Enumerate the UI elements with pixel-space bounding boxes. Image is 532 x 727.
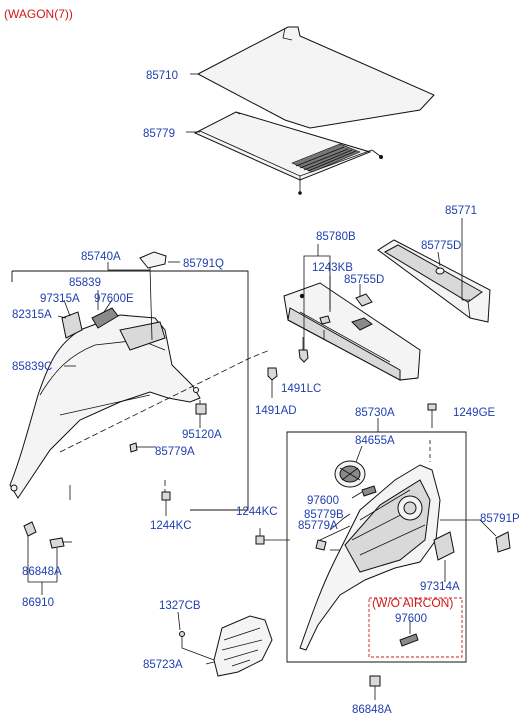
label-85779b: 85779B (304, 509, 344, 521)
label-86910: 86910 (22, 597, 54, 609)
label-85779a-left: 85779A (155, 446, 195, 458)
label-82315a: 82315A (12, 309, 52, 321)
clip-1491ad (267, 367, 278, 381)
cover-85791p (495, 531, 511, 553)
left-trim-box (11, 270, 249, 511)
label-85839c: 85839C (12, 361, 52, 373)
label-1244kc-left: 1244KC (150, 520, 192, 532)
label-85710: 85710 (146, 70, 178, 82)
leader-lines (57, 73, 497, 665)
label-1327cb: 1327CB (159, 600, 201, 612)
tail-trim (377, 239, 491, 323)
tonneau-cover (193, 111, 383, 195)
label-85791p: 85791P (480, 513, 520, 525)
grille-97600e (91, 307, 119, 329)
clip-86848a-bottom (369, 675, 381, 700)
without-aircon-box (368, 597, 463, 658)
label-1244kc-right: 1244KC (236, 506, 278, 518)
label-85791q: 85791Q (183, 258, 224, 270)
label-85755d: 85755D (344, 274, 384, 286)
label-85780b: 85780B (316, 231, 356, 243)
bolt-1249ge (427, 403, 437, 462)
bracket-97314a (433, 531, 455, 561)
label-85775d: 85775D (421, 240, 461, 252)
luggage-board (283, 282, 421, 381)
right-trim-box (286, 431, 467, 663)
label-85740a: 85740A (81, 251, 121, 263)
label-85779-top: 85779 (143, 128, 175, 140)
right-side-trim (299, 460, 511, 651)
label-85839: 85839 (69, 277, 101, 289)
side-cover-85723a (179, 615, 273, 677)
note-without-aircon: (W/O AIRCON) (372, 596, 453, 610)
bolt-1244kc-right (255, 528, 290, 545)
bracket-82315a (61, 311, 83, 339)
label-85723a: 85723A (143, 659, 183, 671)
bolt-1244kc-left (161, 491, 171, 505)
label-95120a: 95120A (182, 429, 222, 441)
label-86848a-bottom: 86848A (352, 704, 392, 716)
label-1249ge: 1249GE (453, 407, 496, 419)
label-1243kb: 1243KB (312, 262, 353, 274)
clip-95120a (195, 403, 207, 415)
clip-1491lc (298, 337, 309, 363)
label-97600-aircon: 97600 (395, 613, 427, 625)
label-85779a-right: 85779A (298, 520, 338, 532)
lid-85755d (351, 317, 373, 331)
clip-85775d (435, 267, 445, 275)
left-side-trim (9, 251, 201, 499)
label-1491lc: 1491LC (281, 383, 321, 395)
label-85771: 85771 (445, 205, 477, 217)
cargo-cover-panel (196, 26, 435, 129)
cover-85791q (139, 251, 167, 269)
clip-86848a-left (23, 521, 72, 595)
label-97314a: 97314A (420, 581, 460, 593)
label-85730a: 85730A (355, 407, 395, 419)
label-86848a-left: 86848A (22, 566, 62, 578)
label-97600: 97600 (307, 495, 339, 507)
label-84655a: 84655A (355, 435, 395, 447)
label-97315a: 97315A (40, 293, 80, 305)
variant-label: (WAGON(7)) (4, 7, 73, 21)
grille-97600 (361, 485, 377, 497)
label-97600e: 97600E (94, 293, 134, 305)
label-1491ad: 1491AD (255, 405, 297, 417)
